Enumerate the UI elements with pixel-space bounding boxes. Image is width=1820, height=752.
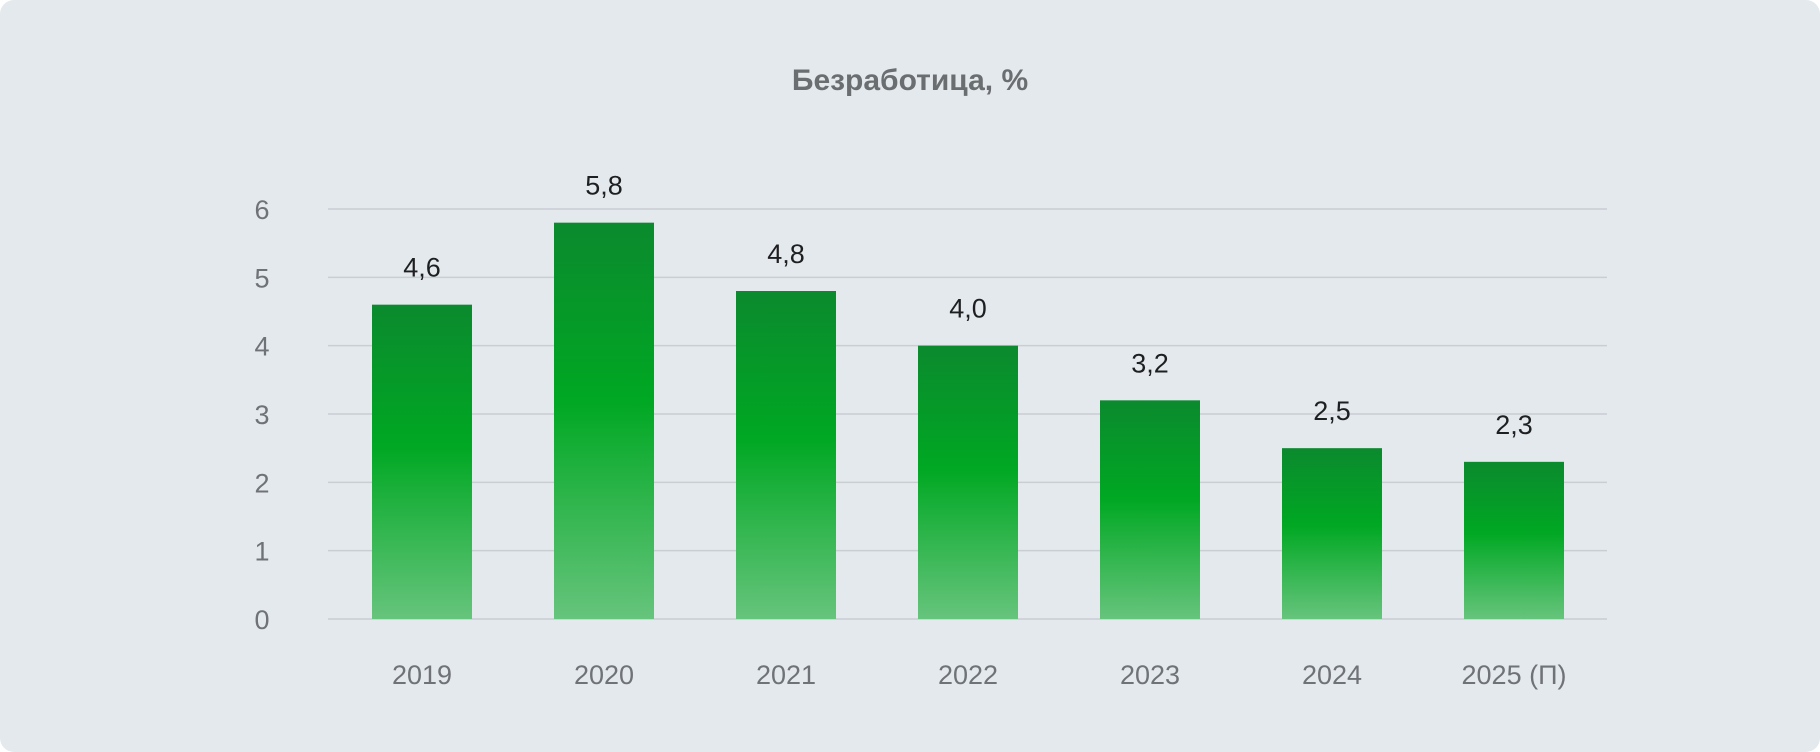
y-tick-label: 5	[254, 263, 269, 293]
y-tick-label: 2	[254, 468, 269, 498]
bar-2020	[554, 222, 654, 619]
x-tick-label: 2022	[938, 660, 998, 690]
data-label: 4,0	[949, 294, 987, 324]
y-tick-label: 4	[254, 332, 269, 362]
y-tick-label: 3	[254, 400, 269, 430]
bar-2025 (П)	[1464, 461, 1564, 619]
x-tick-label: 2025 (П)	[1462, 660, 1567, 690]
data-label: 3,2	[1131, 348, 1169, 378]
bar-2024	[1282, 448, 1382, 619]
y-tick-label: 6	[254, 195, 269, 225]
y-tick-label: 1	[254, 537, 269, 567]
x-tick-label: 2024	[1302, 660, 1362, 690]
y-tick-label: 0	[254, 605, 269, 635]
data-label: 2,3	[1495, 410, 1533, 440]
bar-2022	[918, 345, 1018, 619]
x-tick-label: 2020	[574, 660, 634, 690]
bar-2023	[1100, 400, 1200, 619]
data-label: 4,8	[767, 239, 805, 269]
x-tick-label: 2021	[756, 660, 816, 690]
data-label: 4,6	[403, 253, 441, 283]
data-label: 5,8	[585, 171, 623, 201]
bar-2021	[736, 291, 836, 619]
x-tick-label: 2023	[1120, 660, 1180, 690]
chart-title: Безработица, %	[791, 64, 1029, 97]
bar-2019	[372, 304, 472, 619]
data-label: 2,5	[1313, 396, 1351, 426]
x-tick-label: 2019	[392, 660, 452, 690]
